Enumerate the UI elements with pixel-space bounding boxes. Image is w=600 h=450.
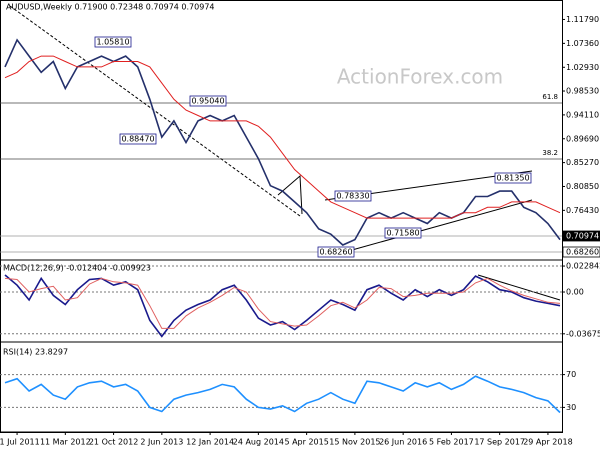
price-label-box xyxy=(562,246,600,258)
price-label: 0.68260 xyxy=(566,248,599,257)
annotation: 1.05810 xyxy=(96,38,129,47)
price-label-box xyxy=(562,230,600,242)
y-tick-label: 0.022842 xyxy=(566,262,600,271)
y-tick-label: 0.80850 xyxy=(566,182,599,191)
y-tick-label: 0.89690 xyxy=(566,134,599,143)
x-tick-label: 26 Jun 2016 xyxy=(379,438,427,447)
annotation: 0.81350 xyxy=(496,174,529,183)
x-tick-label: 5 Feb 2017 xyxy=(429,438,474,447)
x-tick-label: 29 Apr 2018 xyxy=(523,438,572,447)
channel-line xyxy=(351,199,533,251)
x-tick-label: 11 Mar 2012 xyxy=(40,438,91,447)
annotation-box xyxy=(384,227,422,239)
y-tick-label: 0.98530 xyxy=(566,87,599,96)
annotation-box xyxy=(494,172,532,184)
price-label: 0.70974 xyxy=(566,232,599,241)
x-tick-label: 21 Oct 2012 xyxy=(89,438,138,447)
x-tick-label: 12 Jan 2014 xyxy=(186,438,234,447)
series-line xyxy=(4,55,561,219)
annotation: 0.68260 xyxy=(319,248,352,257)
x-tick-label: 31 Jul 2011 xyxy=(0,438,40,447)
y-tick-label: 1.07360 xyxy=(566,39,599,48)
panel-title: MACD(12,26,9) -0.012404 -0.009923 xyxy=(3,264,151,273)
annotation: 0.95040 xyxy=(191,97,224,106)
y-tick-label: -0.036752 xyxy=(566,329,600,338)
annotation: 0.78330 xyxy=(336,192,369,201)
y-tick-label: 1.02930 xyxy=(566,63,599,72)
series-line xyxy=(4,274,561,338)
macd-trend-line xyxy=(477,274,561,301)
panel-title: RSI(14) 23.8297 xyxy=(3,348,68,357)
y-tick-label: 0.00 xyxy=(566,288,584,297)
y-tick-label: 0.76430 xyxy=(566,206,599,215)
annotation-box xyxy=(334,190,372,202)
x-tick-label: 15 Nov 2015 xyxy=(329,438,380,447)
series-line xyxy=(4,375,561,414)
series-line xyxy=(4,38,561,246)
fib-label: 61.8 xyxy=(542,93,558,101)
annotation: 0.88470 xyxy=(121,135,154,144)
series-line xyxy=(4,277,561,329)
x-tick-label: 24 Aug 2014 xyxy=(233,438,284,447)
fib-label: 38.2 xyxy=(542,149,558,157)
y-tick-label: 30 xyxy=(566,403,576,412)
annotation-box xyxy=(317,246,355,258)
x-tick-label: 2 Jun 2013 xyxy=(140,438,183,447)
wedge-line xyxy=(277,174,303,215)
frame xyxy=(0,0,563,433)
watermark: ActionForex.com xyxy=(337,65,503,89)
panel-title: AUDUSD,Weekly 0.71900 0.72348 0.70974 0.… xyxy=(6,3,215,12)
y-tick-label: 1.11790 xyxy=(566,15,599,24)
x-tick-label: 17 Sep 2017 xyxy=(474,438,525,447)
annotation: 0.71580 xyxy=(386,229,419,238)
annotation-box xyxy=(189,95,227,107)
y-tick-label: 0.85270 xyxy=(566,158,599,167)
annotation-box xyxy=(94,36,132,48)
y-tick-label: 0.94110 xyxy=(566,110,599,119)
annotation-box xyxy=(119,133,157,145)
x-tick-label: 5 Apr 2015 xyxy=(284,438,328,447)
y-tick-label: 70 xyxy=(566,370,576,379)
